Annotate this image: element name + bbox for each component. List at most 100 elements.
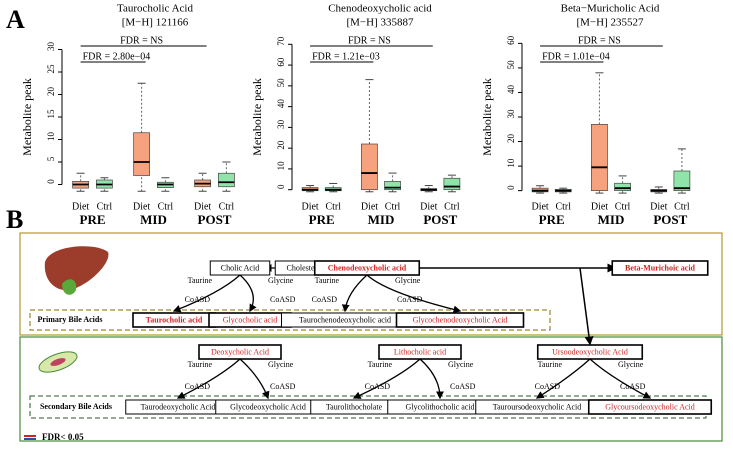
- chart-subtitle: [M−H] 235527: [576, 17, 644, 29]
- y-tick-label: 40: [276, 99, 286, 109]
- x-tick-label: Ctrl: [158, 201, 174, 212]
- node-label: Cholic Acid: [221, 263, 259, 272]
- byproduct: CoASD: [620, 382, 646, 391]
- x-tick-label: Diet: [133, 201, 150, 212]
- reagent: Glycine: [268, 360, 294, 369]
- liver-icon: [44, 246, 109, 295]
- y-tick-label: 20: [506, 134, 516, 144]
- x-tick-label: Diet: [531, 201, 548, 212]
- node-label: Glycolithocholic acid: [405, 402, 474, 411]
- reaction-arrow: [176, 358, 241, 399]
- annotation: FDR = 2.80e−04: [83, 51, 151, 62]
- primary-frame: [19, 232, 723, 336]
- group-label: MID: [140, 212, 167, 227]
- bacteria-icon: [38, 351, 78, 373]
- byproduct: CoASD: [270, 295, 296, 304]
- node-label: Deoxycholic Acid: [211, 347, 269, 356]
- reagent: Glycine: [448, 360, 474, 369]
- node-label: Glycochenodeoxycholic Acid: [413, 315, 508, 324]
- group-label: PRE: [309, 212, 335, 227]
- box: [614, 182, 631, 191]
- y-tick-label: 30: [506, 109, 516, 119]
- chart-title: Taurocholic Acid: [117, 3, 193, 15]
- byproduct: CoASD: [535, 382, 561, 391]
- node-box: [198, 344, 282, 360]
- panel-label: B: [6, 205, 23, 234]
- node-label: Chenodeoxycholic acid: [328, 263, 407, 272]
- group-label: PRE: [539, 212, 565, 227]
- x-tick-label: Diet: [361, 201, 378, 212]
- node-box: [395, 312, 525, 328]
- reaction-arrow: [419, 358, 444, 400]
- reaction-arrow: [172, 274, 241, 313]
- reaction-arrow: [352, 358, 421, 399]
- y-tick-label: 0: [506, 185, 516, 190]
- annotation: FDR = NS: [120, 35, 163, 46]
- reaction-arrow: [535, 358, 591, 399]
- y-tick-label: 30: [276, 119, 286, 129]
- node-box: [209, 260, 271, 276]
- node-label: Lithocholic acid: [394, 347, 446, 356]
- annotation: FDR = 1.01e−04: [542, 51, 610, 62]
- legend-label: FDR< 0.05: [42, 432, 84, 442]
- reagent: Taurine: [538, 360, 563, 369]
- pathway-arrow: [579, 267, 594, 346]
- y-tick-label: 40: [506, 84, 516, 94]
- reagent: Taurine: [188, 276, 213, 285]
- byproduct: CoASD: [450, 382, 476, 391]
- node-box: [587, 399, 713, 415]
- box: [218, 172, 235, 188]
- y-tick-label: 50: [276, 78, 286, 88]
- group-label: POST: [653, 212, 687, 227]
- byproduct: CoASD: [365, 382, 391, 391]
- y-tick-label: 10: [506, 158, 516, 168]
- byproduct: CoASD: [312, 295, 338, 304]
- reagent: Taurine: [188, 360, 213, 369]
- node-label: Taurochenodeoxycholic acid: [299, 315, 391, 324]
- group-label: POST: [423, 212, 457, 227]
- box: [361, 143, 378, 191]
- reagent: Taurine: [315, 276, 340, 285]
- node-box: [378, 344, 462, 360]
- y-tick-label: 70: [276, 36, 286, 46]
- panel-label: A: [6, 5, 25, 34]
- box: [133, 132, 150, 176]
- node-label: Tauroursodeoxycholic Acid: [493, 402, 582, 411]
- group-label: MID: [368, 212, 395, 227]
- byproduct: CoASD: [185, 295, 211, 304]
- reagent: Glycine: [268, 276, 294, 285]
- secondary-row: [29, 395, 707, 419]
- x-tick-label: Ctrl: [444, 201, 460, 212]
- node-label: Glycocholic acid: [223, 315, 277, 324]
- chart-subtitle: [M−H] 121166: [122, 17, 189, 29]
- row-label: Primary Bile Acids: [38, 315, 103, 324]
- x-tick-label: Diet: [591, 201, 608, 212]
- byproduct: CoASD: [270, 382, 296, 391]
- chart-subtitle: [M−H] 335887: [346, 17, 414, 29]
- node-label: Taurodeoxycholic Acid: [141, 402, 216, 411]
- x-tick-label: Ctrl: [674, 201, 690, 212]
- reaction-arrow: [341, 274, 368, 313]
- y-tick-label: 0: [46, 179, 56, 184]
- node-box: [611, 260, 709, 276]
- chart-title: Chenodeoxycholic acid: [328, 3, 432, 15]
- y-tick-label: 5: [46, 156, 56, 161]
- group-label: POST: [198, 212, 232, 227]
- annotation: FDR = NS: [348, 35, 391, 46]
- reaction-arrow: [239, 274, 257, 313]
- reaction-arrow: [589, 358, 652, 399]
- y-tick-label: 60: [506, 35, 516, 45]
- x-tick-label: Ctrl: [385, 201, 401, 212]
- node-label: Glycodeoxycholic Acid: [230, 402, 306, 411]
- y-tick-label: 25: [46, 64, 56, 74]
- reagent: Glycine: [618, 360, 644, 369]
- y-tick-label: 30: [46, 42, 56, 52]
- y-tick-label: 15: [46, 109, 56, 119]
- reagent: Glycine: [395, 276, 421, 285]
- secondary-frame: [19, 336, 723, 442]
- chart-title: Beta−Muricholic Acid: [561, 3, 660, 15]
- y-axis-label: Metabolite peak: [20, 78, 34, 156]
- x-tick-label: Ctrl: [97, 201, 113, 212]
- node-box: [313, 260, 421, 276]
